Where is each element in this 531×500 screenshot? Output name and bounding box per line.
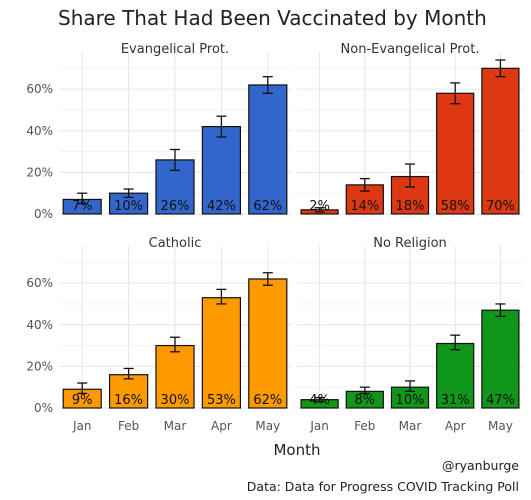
bar-data-label: 7% — [72, 199, 93, 214]
x-tick-label: May — [255, 419, 280, 433]
error-bar — [314, 207, 325, 213]
error-bar — [123, 188, 134, 199]
bar-data-label: 14% — [350, 199, 379, 214]
x-tick-label: Feb — [354, 419, 375, 433]
y-tick-label: 40% — [26, 124, 53, 138]
error-bar — [170, 336, 180, 353]
facet-panel: Catholic 0% 20% 40% 60% 9% 16% 30% 53% 62% Jan Feb M… — [26, 236, 291, 433]
x-tick-label: Mar — [399, 419, 422, 433]
error-bar — [405, 163, 415, 188]
bar-data-label: 9% — [72, 393, 93, 408]
error-bar — [123, 367, 134, 380]
error-bar — [77, 382, 88, 395]
bar-data-label: 58% — [441, 199, 470, 214]
y-tick-label: 60% — [26, 82, 53, 96]
error-bar — [495, 59, 506, 78]
bar-data-label: 53% — [207, 393, 236, 408]
bar-data-label: 30% — [161, 393, 190, 408]
y-tick-label: 0% — [34, 207, 53, 221]
bar-data-label: 62% — [253, 199, 282, 214]
bar-data-label: 47% — [486, 393, 515, 408]
bar — [201, 297, 242, 409]
x-axis-title: Month — [273, 441, 320, 459]
error-bar — [216, 288, 227, 305]
facet-panel: No Religion 4% 8% 10% 31% 47% Jan Feb Mar Apr May — [297, 236, 523, 433]
facet-panel: Non-Evangelical Prot. 2% 14% 18% 58% 70% — [297, 42, 523, 215]
bar-data-label: 10% — [396, 393, 425, 408]
bar-data-label: 26% — [161, 199, 190, 214]
facet-title: Catholic — [149, 236, 202, 251]
bar-data-label: 70% — [486, 199, 515, 214]
bar — [248, 278, 288, 409]
error-bar — [405, 380, 415, 393]
error-bar — [450, 334, 461, 351]
bar — [436, 92, 475, 215]
bar-data-label: 10% — [114, 199, 143, 214]
facet-title: Non-Evangelical Prot. — [341, 42, 480, 57]
bar-data-label: 62% — [253, 393, 282, 408]
x-tick-label: Mar — [164, 419, 187, 433]
bar-data-label: 31% — [441, 393, 470, 408]
error-bar — [450, 82, 461, 105]
y-tick-label: 20% — [26, 359, 53, 373]
caption-handle: @ryanburge — [442, 458, 519, 473]
facet-grid: Evangelical Prot. 0% 20% 40% 60% 7% 10% 26% 42% 6… — [26, 42, 523, 433]
y-tick-label: 60% — [26, 276, 53, 290]
x-tick-label: Jan — [72, 419, 92, 433]
y-tick-label: 40% — [26, 318, 53, 332]
bar — [436, 342, 475, 409]
bar — [201, 125, 242, 215]
facet-title: Evangelical Prot. — [121, 42, 229, 57]
bar-data-label: 8% — [354, 393, 375, 408]
y-tick-label: 20% — [26, 165, 53, 179]
error-bar — [262, 272, 273, 286]
bar — [481, 67, 520, 215]
bar — [248, 84, 288, 215]
error-bar — [314, 396, 325, 403]
error-bar — [495, 303, 506, 318]
x-tick-label: Apr — [445, 419, 466, 433]
bar-data-label: 18% — [396, 199, 425, 214]
bar-data-label: 16% — [114, 393, 143, 408]
error-bar — [216, 115, 227, 138]
error-bar — [359, 386, 370, 395]
error-bar — [359, 177, 370, 192]
x-tick-label: May — [488, 419, 513, 433]
y-tick-label: 0% — [34, 401, 53, 415]
chart-title: Share That Had Been Vaccinated by Month — [58, 6, 487, 30]
x-tick-label: Feb — [118, 419, 139, 433]
caption-source: Data: Data for Progress COVID Tracking P… — [247, 479, 519, 494]
error-bar — [77, 192, 88, 205]
bar — [155, 344, 195, 409]
bar-data-label: 42% — [207, 199, 236, 214]
facet-panel: Evangelical Prot. 0% 20% 40% 60% 7% 10% 26% 42% 6… — [26, 42, 291, 221]
bar — [108, 374, 149, 409]
bar-data-label: 4% — [309, 393, 330, 408]
error-bar — [262, 75, 273, 94]
error-bar — [170, 148, 180, 171]
x-tick-label: Jan — [309, 419, 329, 433]
bar-data-label: 2% — [309, 199, 330, 214]
facet-title: No Religion — [373, 236, 447, 251]
x-tick-label: Apr — [211, 419, 232, 433]
